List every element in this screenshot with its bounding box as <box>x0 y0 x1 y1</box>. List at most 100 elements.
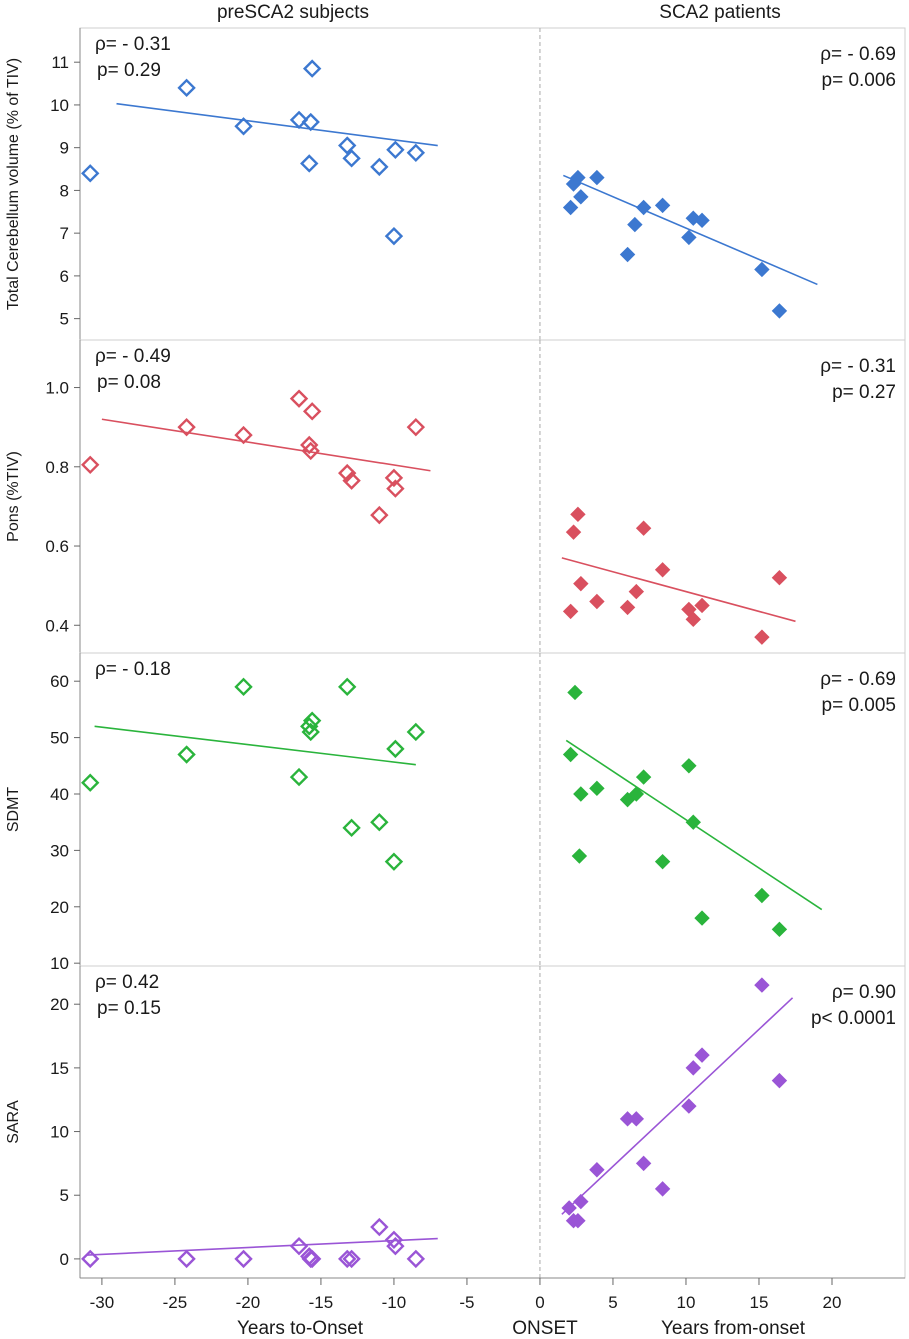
data-point <box>654 853 671 870</box>
y-tick-label: 50 <box>50 729 69 748</box>
y-axis-label: Total Cerebellum volume (% of TIV) <box>5 58 22 310</box>
y-tick-label: 40 <box>50 785 69 804</box>
x-axis-label-onset: ONSET <box>512 1318 578 1339</box>
y-tick-label: 10 <box>50 96 69 115</box>
data-point <box>571 848 588 864</box>
data-point <box>81 164 100 183</box>
data-point <box>301 441 320 461</box>
data-point <box>565 524 582 540</box>
data-point <box>573 1193 589 1210</box>
pre-p-label: p= 0.15 <box>97 998 161 1019</box>
data-point <box>771 1072 788 1089</box>
y-tick-label: 20 <box>50 898 69 917</box>
right-header: SCA2 patients <box>659 2 780 23</box>
data-point <box>338 677 357 697</box>
post-p-label: p= 0.005 <box>822 695 897 716</box>
data-point <box>573 575 589 592</box>
data-point <box>302 1249 322 1269</box>
data-point <box>338 1249 357 1269</box>
data-point <box>771 921 788 938</box>
x-tick-label: -25 <box>163 1293 188 1312</box>
post-regression-line <box>561 997 794 1215</box>
data-point <box>386 739 405 759</box>
y-tick-label: 5 <box>60 1186 69 1205</box>
data-point <box>628 786 645 802</box>
data-point <box>338 463 357 483</box>
data-point <box>694 597 710 614</box>
y-tick-label: 20 <box>50 995 69 1014</box>
data-point <box>635 1155 652 1172</box>
post-p-label: p= 0.27 <box>832 382 896 403</box>
data-point <box>589 780 605 797</box>
data-point <box>627 216 643 233</box>
pre-series: ρ= - 0.18 <box>81 659 426 871</box>
data-point <box>685 1060 701 1076</box>
data-point <box>694 212 710 229</box>
data-point <box>384 852 404 871</box>
data-point <box>570 169 586 186</box>
y-axis-label: SARA <box>5 1100 22 1144</box>
data-point <box>386 1236 405 1256</box>
data-point <box>619 599 636 616</box>
y-tick-label: 0 <box>60 1250 69 1269</box>
data-point <box>694 910 710 926</box>
data-point <box>342 471 361 490</box>
data-point <box>289 389 309 408</box>
data-point <box>628 583 645 600</box>
y-tick-label: 1.0 <box>45 379 69 398</box>
data-point <box>177 78 196 98</box>
data-point <box>234 1249 253 1269</box>
data-point <box>289 110 309 130</box>
x-tick-label: 10 <box>677 1293 696 1312</box>
data-point <box>570 1212 586 1229</box>
y-tick-label: 0.6 <box>45 537 69 556</box>
x-tick-label: 15 <box>750 1293 769 1312</box>
data-point <box>386 140 405 160</box>
data-point <box>406 1249 426 1269</box>
y-tick-label: 9 <box>60 139 69 158</box>
data-point <box>406 143 426 162</box>
data-point <box>628 1111 645 1127</box>
y-tick-label: 10 <box>50 1123 69 1142</box>
panel-3: 10 20 30 40 50 60 SDMT ρ= - 0.18 ρ= - 0.69 p= 0.0… <box>5 652 906 973</box>
post-regression-line <box>563 174 818 286</box>
pre-series: ρ= - 0.31 p= 0.29 <box>81 34 438 246</box>
post-series: ρ= - 0.31 p= 0.27 <box>561 356 896 645</box>
y-axis-label: Pons (%TIV) <box>5 451 22 542</box>
post-series: ρ= - 0.69 p= 0.005 <box>562 669 897 938</box>
data-point <box>177 1249 196 1269</box>
data-point <box>289 1236 309 1256</box>
data-point <box>406 722 426 742</box>
y-tick-label: 6 <box>60 267 69 286</box>
data-point <box>370 157 389 177</box>
data-point <box>562 746 579 763</box>
data-point <box>573 786 589 802</box>
pre-p-label: p= 0.08 <box>97 372 161 393</box>
data-point <box>635 199 652 216</box>
data-point <box>81 773 100 792</box>
data-point <box>406 417 426 437</box>
data-point <box>681 1098 697 1114</box>
panel-4: 0 5 10 15 20 SARA ρ= 0.42 p= 0.15 ρ= 0.90 p< 0.00… <box>5 965 906 1279</box>
data-point <box>589 169 605 186</box>
data-point <box>338 136 357 155</box>
data-point <box>635 520 652 536</box>
pre-rho-label: ρ= - 0.49 <box>95 346 171 367</box>
data-point <box>754 977 770 993</box>
pre-series: ρ= - 0.49 p= 0.08 <box>81 346 431 525</box>
y-tick-label: 7 <box>60 224 69 243</box>
post-rho-label: ρ= - 0.69 <box>820 44 896 65</box>
y-tick-label: 11 <box>51 53 69 72</box>
pre-regression-line <box>94 725 416 766</box>
data-point <box>589 1162 605 1178</box>
data-point <box>300 717 319 736</box>
y-tick-label: 8 <box>60 181 69 200</box>
data-point <box>177 745 196 764</box>
data-point <box>301 112 320 132</box>
data-point <box>81 455 100 475</box>
x-axis: -30 -25 -20 -15 -10 -5 0 5 10 15 20 <box>80 1277 905 1312</box>
data-point <box>694 1047 710 1063</box>
